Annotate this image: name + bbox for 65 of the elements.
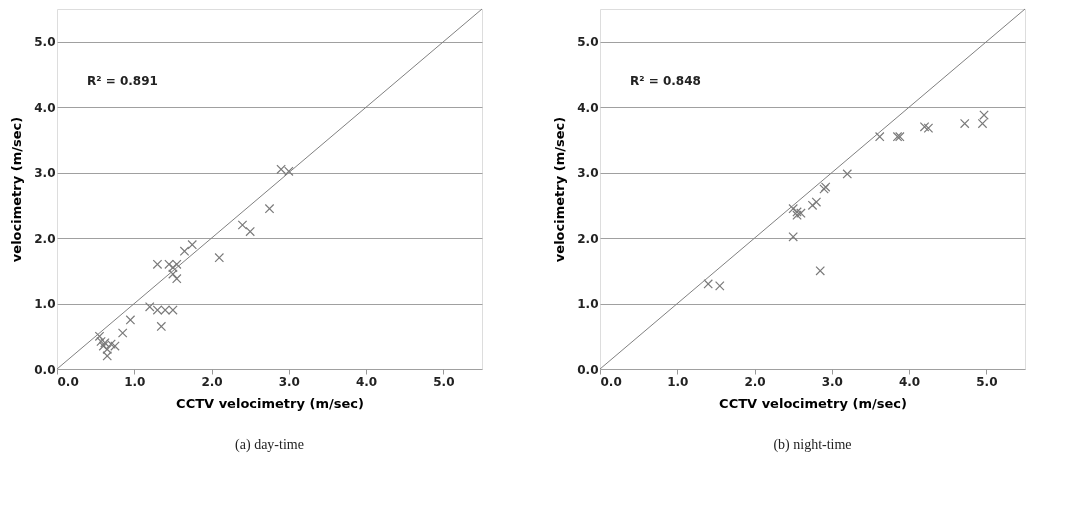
point <box>94 331 105 342</box>
y-tick-label: 0.0 <box>577 362 599 377</box>
point <box>125 315 136 325</box>
point <box>102 351 113 361</box>
point <box>110 341 120 351</box>
point <box>168 269 178 279</box>
x-tick-label: 5.0 <box>433 374 455 389</box>
point <box>815 266 826 276</box>
text: (b) night-time <box>773 437 852 453</box>
point <box>979 110 989 120</box>
y-tick-label: 3.0 <box>577 166 599 181</box>
x-tick-label: 1.0 <box>667 374 689 389</box>
annotation: R² = 0.891 <box>87 74 158 88</box>
point <box>245 226 255 237</box>
x-tick-label: 5.0 <box>976 374 998 389</box>
point <box>919 122 930 132</box>
point <box>714 281 725 291</box>
point <box>807 200 818 211</box>
point <box>168 262 178 273</box>
x-tick-label: 4.0 <box>898 374 921 389</box>
x-tick-label: 2.0 <box>201 374 223 389</box>
annotation: R² = 0.848 <box>630 74 701 88</box>
point <box>144 302 155 312</box>
x-axis-title: CCTV velocimetry (m/sec) <box>176 395 364 411</box>
y-tick-label: 5.0 <box>34 35 56 50</box>
y-tick-label: 3.0 <box>34 166 56 181</box>
point <box>842 169 853 179</box>
point <box>264 203 275 214</box>
y-tick-label: 4.0 <box>577 100 599 115</box>
point <box>874 131 885 142</box>
x-tick-label: 4.0 <box>355 374 378 389</box>
point <box>102 344 113 355</box>
point <box>117 328 128 338</box>
y-tick-label: 1.0 <box>577 297 599 312</box>
point <box>796 208 806 218</box>
point <box>923 123 934 133</box>
point <box>788 232 798 242</box>
point <box>959 118 970 129</box>
x-tick-label: 3.0 <box>278 374 300 389</box>
point <box>187 239 198 250</box>
point <box>237 220 248 230</box>
point <box>156 321 167 332</box>
x-tick-label: 0.0 <box>57 374 79 389</box>
point <box>171 273 182 284</box>
point <box>811 197 822 207</box>
x-tick-label: 0.0 <box>600 374 622 389</box>
point <box>214 252 225 263</box>
x-tick-label: 1.0 <box>124 374 146 389</box>
text: (a) day-time <box>235 437 304 453</box>
y-tick-label: 1.0 <box>34 297 56 312</box>
y-tick-label: 2.0 <box>34 231 56 246</box>
x-tick-label: 2.0 <box>744 374 766 389</box>
y-axis-title: velocimetry (m/sec) <box>552 116 568 263</box>
y-tick-label: 4.0 <box>34 100 56 115</box>
y-tick-label: 0.0 <box>34 362 56 377</box>
point <box>703 279 713 289</box>
point <box>788 203 798 214</box>
point <box>179 246 190 256</box>
point <box>152 259 163 270</box>
y-axis-title: velocimetry (m/sec) <box>9 116 25 263</box>
x-axis-title: CCTV velocimetry (m/sec) <box>719 395 907 411</box>
x-tick-label: 3.0 <box>821 374 843 389</box>
y-tick-label: 2.0 <box>577 231 599 246</box>
y-tick-label: 5.0 <box>577 35 599 50</box>
point <box>977 118 988 129</box>
